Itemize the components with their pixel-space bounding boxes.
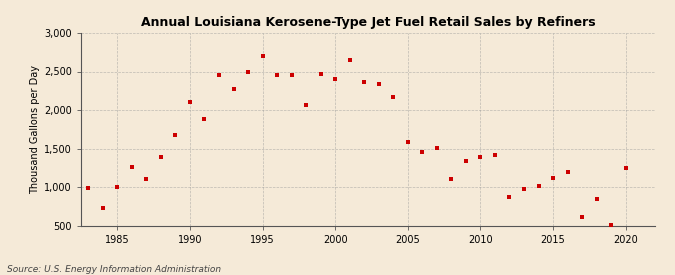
Y-axis label: Thousand Gallons per Day: Thousand Gallons per Day bbox=[30, 65, 40, 194]
Point bbox=[242, 69, 253, 74]
Point bbox=[605, 222, 616, 227]
Point bbox=[83, 186, 94, 190]
Point bbox=[518, 187, 529, 191]
Point bbox=[417, 150, 428, 155]
Point bbox=[141, 176, 152, 181]
Point bbox=[446, 176, 457, 181]
Point bbox=[330, 77, 341, 81]
Point bbox=[591, 196, 602, 201]
Point bbox=[533, 184, 544, 188]
Point bbox=[359, 80, 370, 84]
Point bbox=[112, 185, 123, 189]
Point bbox=[301, 102, 312, 107]
Point bbox=[199, 117, 210, 122]
Point bbox=[431, 145, 442, 150]
Point bbox=[576, 215, 587, 219]
Point bbox=[475, 155, 486, 159]
Point bbox=[460, 159, 471, 163]
Point bbox=[373, 82, 384, 86]
Point bbox=[504, 194, 515, 199]
Point bbox=[388, 95, 399, 99]
Point bbox=[562, 169, 573, 174]
Point bbox=[344, 58, 355, 62]
Point bbox=[272, 72, 283, 77]
Point bbox=[228, 87, 239, 91]
Title: Annual Louisiana Kerosene-Type Jet Fuel Retail Sales by Refiners: Annual Louisiana Kerosene-Type Jet Fuel … bbox=[140, 16, 595, 29]
Text: Source: U.S. Energy Information Administration: Source: U.S. Energy Information Administ… bbox=[7, 265, 221, 274]
Point bbox=[97, 206, 108, 210]
Point bbox=[257, 54, 268, 58]
Point bbox=[286, 72, 297, 77]
Point bbox=[213, 72, 224, 77]
Point bbox=[402, 140, 413, 145]
Point bbox=[315, 72, 326, 76]
Point bbox=[184, 100, 195, 104]
Point bbox=[155, 155, 166, 159]
Point bbox=[489, 152, 500, 157]
Point bbox=[547, 175, 558, 180]
Point bbox=[620, 166, 631, 170]
Point bbox=[170, 133, 181, 138]
Point bbox=[126, 165, 137, 169]
